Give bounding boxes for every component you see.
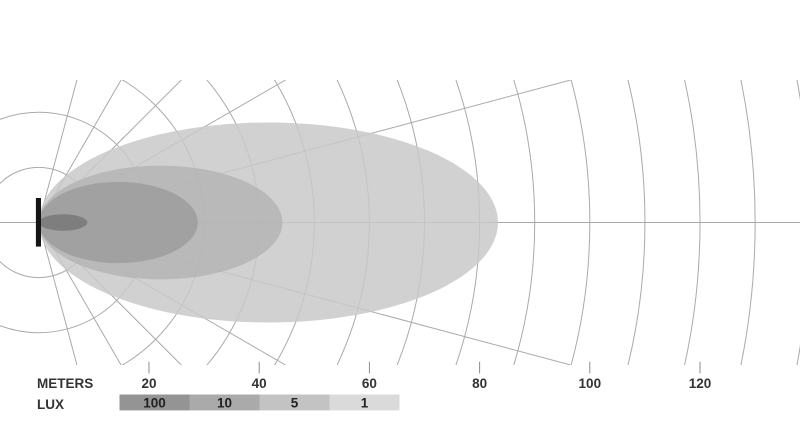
svg-text:LUX: LUX xyxy=(37,397,64,412)
svg-text:120: 120 xyxy=(689,376,712,391)
svg-text:80: 80 xyxy=(472,376,487,391)
svg-text:40: 40 xyxy=(252,376,267,391)
svg-text:100: 100 xyxy=(143,395,166,410)
svg-text:100: 100 xyxy=(579,376,602,391)
svg-text:METERS: METERS xyxy=(37,376,93,391)
svg-text:60: 60 xyxy=(362,376,377,391)
svg-text:10: 10 xyxy=(217,395,232,410)
svg-text:5: 5 xyxy=(291,395,299,410)
svg-text:1: 1 xyxy=(361,395,369,410)
svg-text:20: 20 xyxy=(141,376,156,391)
